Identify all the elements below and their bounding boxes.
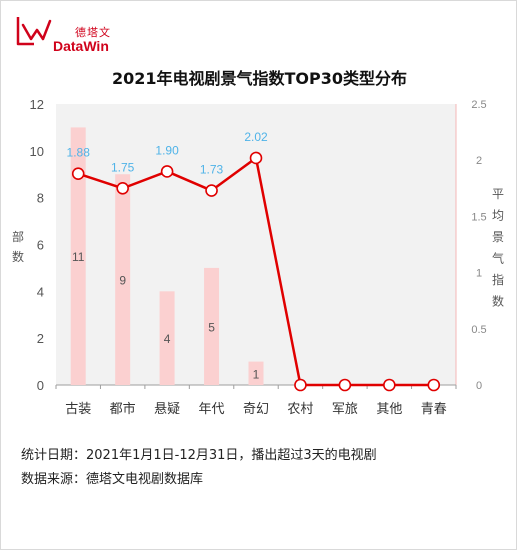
y-left-tick-label: 4 (37, 284, 44, 299)
line-point-marker (249, 151, 263, 165)
y-right-axis-title-char: 景 (492, 230, 504, 244)
y-right-tick-label: 0.5 (471, 324, 486, 336)
bar (248, 361, 264, 385)
y-right-tick-label: 1 (476, 268, 482, 280)
y-right-axis-title-char: 平 (492, 187, 504, 201)
y-right-tick-label: 1.5 (471, 211, 486, 223)
x-category-label: 都市 (110, 401, 136, 417)
y-left-axis-title-char: 部 (12, 229, 24, 244)
brand-name-en: DataWin (53, 38, 109, 54)
x-category-label: 古装 (65, 402, 91, 417)
y-right-axis-title-char: 均 (492, 209, 504, 223)
x-category-label: 农村 (287, 402, 313, 417)
y-right-axis-title-char: 指 (492, 272, 504, 287)
bar (115, 174, 131, 385)
line-point-marker (294, 378, 307, 392)
y-left-tick-label: 2 (37, 331, 44, 346)
bar (70, 127, 86, 386)
y-left-tick-label: 6 (37, 238, 44, 253)
line-point-label: 1.73 (200, 163, 224, 177)
line-point-marker (160, 165, 174, 178)
brand-logo: 德塔文 DataWin (15, 11, 125, 54)
x-category-label: 奇幻 (243, 401, 269, 417)
x-category-label: 青春 (421, 402, 447, 417)
y-right-tick-label: 2 (476, 155, 482, 167)
bar-value-label: 11 (72, 250, 85, 264)
bar-value-label: 5 (208, 320, 215, 334)
y-right-tick-label: 2.5 (471, 99, 486, 111)
x-category-label: 悬疑 (154, 401, 180, 417)
line-point-label: 1.88 (67, 146, 91, 160)
y-right-axis-title-char: 气 (492, 251, 504, 266)
line-point-label: 2.02 (244, 130, 268, 144)
x-category-label: 其他 (376, 402, 402, 417)
y-left-tick-label: 12 (30, 97, 44, 112)
line-point-label: 1.90 (155, 143, 179, 157)
footnote-data-source: 数据来源：德塔文电视剧数据库 (21, 472, 204, 487)
bar (204, 267, 220, 385)
bar-value-label: 4 (164, 332, 171, 346)
line-point-marker (383, 378, 396, 392)
combo-chart: 02468101200.511.522.5部数平均景气指数古装 都市 悬疑 年代 奇幻农… (12, 97, 504, 417)
y-left-tick-label: 10 (30, 144, 44, 159)
bar-value-label: 1 (253, 367, 260, 381)
x-category-label: 军旅 (332, 402, 358, 417)
y-left-axis-title-char: 数 (12, 249, 24, 264)
y-left-tick-label: 0 (37, 378, 44, 393)
line-point-marker (427, 378, 441, 392)
datawin-logo-icon (16, 17, 52, 46)
x-category-label: 年代 (199, 402, 225, 417)
footnote-date-range: 统计日期：2021年1月1日-12月31日，播出超过3天的电视剧 (21, 448, 377, 463)
line-point-marker (71, 167, 85, 180)
y-right-tick-label: 0 (476, 380, 482, 392)
line-point-marker (116, 182, 129, 195)
footnotes: 统计日期：2021年1月1日-12月31日，播出超过3天的电视剧 数据来源：德塔… (21, 444, 377, 492)
bar-value-label: 9 (119, 274, 126, 288)
y-left-tick-label: 8 (37, 191, 44, 206)
chart-title: 2021年电视剧景气指数TOP30类型分布 (111, 69, 408, 88)
line-point-marker (205, 184, 218, 197)
line-point-label: 1.75 (111, 160, 135, 174)
y-right-axis-title-char: 数 (492, 294, 504, 309)
brand-name-cn: 德塔文 (75, 26, 111, 39)
bar (159, 291, 175, 385)
line-point-marker (338, 378, 352, 392)
